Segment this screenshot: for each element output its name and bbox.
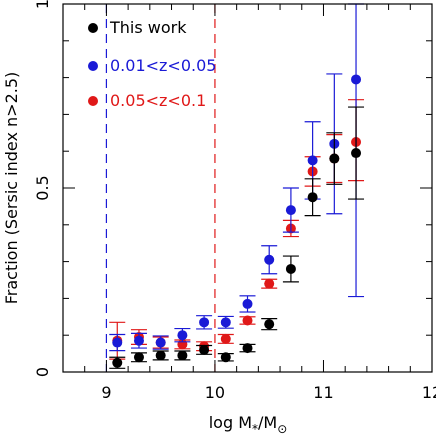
tick-labels: 9 10 11 12 0 0.5 1: [33, 0, 436, 402]
data-point: [112, 337, 123, 348]
data-point: [242, 315, 253, 326]
x-tick-label: 9: [101, 383, 111, 402]
data-point: [155, 350, 166, 361]
data-point: [199, 317, 210, 328]
reference-lines: [105, 4, 216, 372]
legend-marker: [88, 61, 98, 71]
data-point: [242, 298, 253, 309]
legend-marker: [88, 96, 98, 106]
x-axis-title-main: log M: [209, 413, 252, 432]
data-point: [177, 330, 188, 341]
data-point: [242, 343, 253, 354]
y-axis-title: Fraction (Sersic index n>2.5): [2, 72, 21, 305]
y-tick-label: 0.5: [33, 175, 52, 200]
data-point: [351, 74, 362, 85]
legend: This work 0.01<z<0.05 0.05<z<0.1: [88, 18, 216, 110]
data-point: [285, 263, 296, 274]
x-axis-title-slash: /M: [258, 413, 277, 432]
legend-label: This work: [109, 18, 187, 37]
data-series: [109, 3, 365, 369]
data-point: [112, 357, 123, 368]
x-axis-title: log M*/M⊙: [209, 413, 288, 436]
series-1: [109, 3, 365, 352]
x-tick-label: 11: [313, 383, 333, 402]
data-point: [133, 335, 144, 346]
x-axis-title-sub2: ⊙: [277, 422, 287, 436]
data-point: [329, 153, 340, 164]
data-point: [220, 352, 231, 363]
plot-frame: [62, 3, 433, 373]
series-0: [109, 106, 365, 369]
data-point: [199, 344, 210, 355]
data-point: [155, 337, 166, 348]
y-tick-label: 0: [33, 367, 52, 377]
legend-label: 0.01<z<0.05: [110, 56, 216, 75]
x-tick-label: 12: [422, 383, 436, 402]
series-2: [109, 99, 365, 360]
legend-label: 0.05<z<0.1: [110, 91, 206, 110]
data-point: [351, 148, 362, 159]
data-point: [220, 333, 231, 344]
data-point: [307, 155, 318, 166]
data-point: [264, 278, 275, 289]
legend-marker: [88, 23, 98, 33]
data-point: [220, 317, 231, 328]
data-point: [133, 352, 144, 363]
data-point: [264, 319, 275, 330]
data-point: [264, 254, 275, 265]
y-tick-label: 1: [33, 0, 52, 9]
data-point: [285, 205, 296, 216]
data-point: [307, 192, 318, 203]
data-point: [177, 350, 188, 361]
x-axis-title-sub1: *: [252, 422, 258, 436]
x-tick-label: 10: [205, 383, 225, 402]
